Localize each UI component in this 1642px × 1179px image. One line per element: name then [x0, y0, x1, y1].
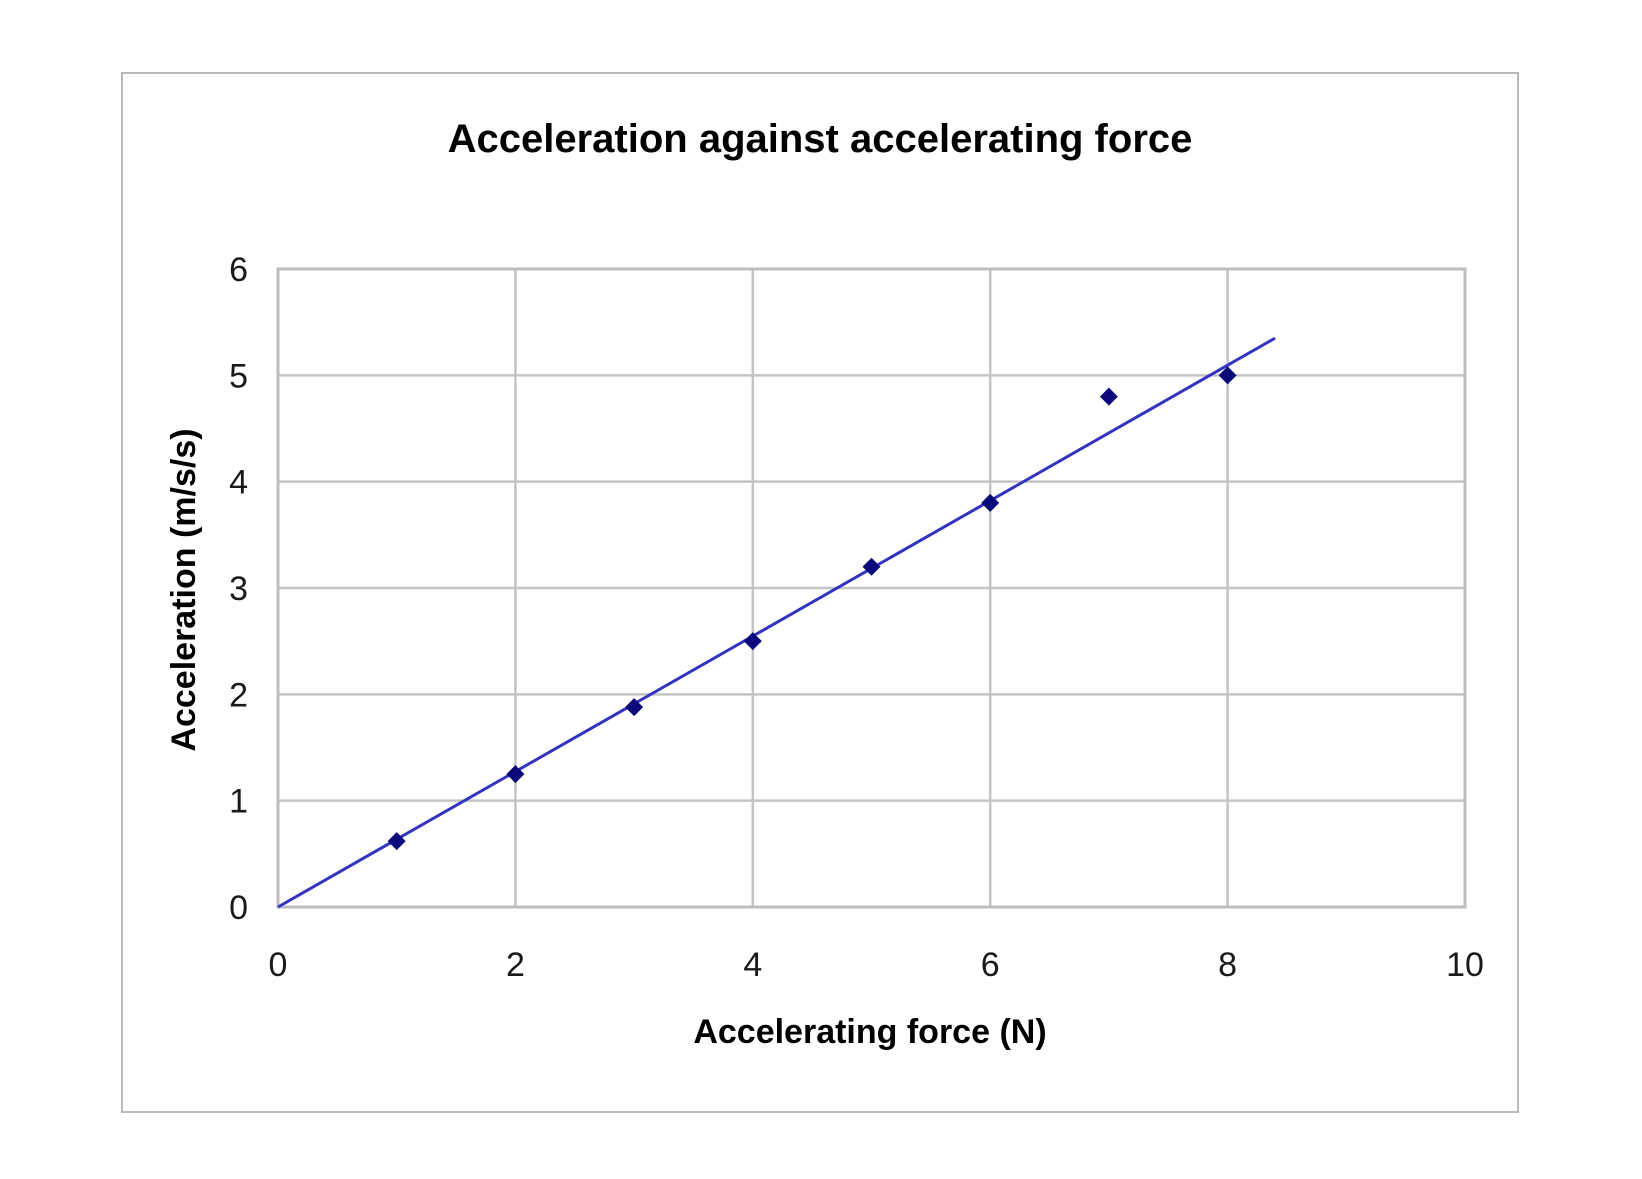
y-tick-label-4: 4: [229, 464, 248, 502]
data-point-4: [743, 632, 762, 651]
x-tick-label-2: 4: [743, 946, 762, 984]
trendline-layer: [277, 336, 1276, 909]
data-point-1: [387, 832, 406, 851]
x-axis-tick-labels: 0 2 4 6 8 10: [269, 946, 1484, 984]
plot-area-border: [276, 267, 1467, 909]
x-tick-label-3: 6: [981, 946, 1000, 984]
data-point-3: [625, 698, 644, 717]
y-tick-label-5: 5: [229, 357, 248, 395]
chart-title: Acceleration against accelerating force: [448, 117, 1193, 161]
y-axis-label: Acceleration (m/s/s): [165, 428, 203, 751]
data-point-2: [506, 765, 525, 784]
data-points: [387, 366, 1237, 851]
x-tick-label-5: 10: [1446, 946, 1484, 984]
y-tick-label-6: 6: [229, 251, 248, 289]
chart-frame: [121, 72, 1519, 1113]
data-point-5: [862, 557, 881, 576]
data-point-7: [1099, 387, 1118, 406]
trendline: [277, 336, 1276, 909]
x-tick-label-0: 0: [269, 946, 288, 984]
grid-lines: [276, 267, 1467, 909]
y-tick-label-0: 0: [229, 889, 248, 927]
x-tick-label-4: 8: [1218, 946, 1237, 984]
y-axis-tick-labels: 0 1 2 3 4 5 6: [229, 251, 248, 927]
y-tick-label-3: 3: [229, 570, 248, 608]
y-tick-label-2: 2: [229, 676, 248, 714]
x-tick-label-1: 2: [506, 946, 525, 984]
data-point-6: [981, 493, 1000, 512]
y-tick-label-1: 1: [229, 783, 248, 821]
data-point-8: [1218, 366, 1237, 385]
x-axis-label: Accelerating force (N): [693, 1013, 1046, 1051]
